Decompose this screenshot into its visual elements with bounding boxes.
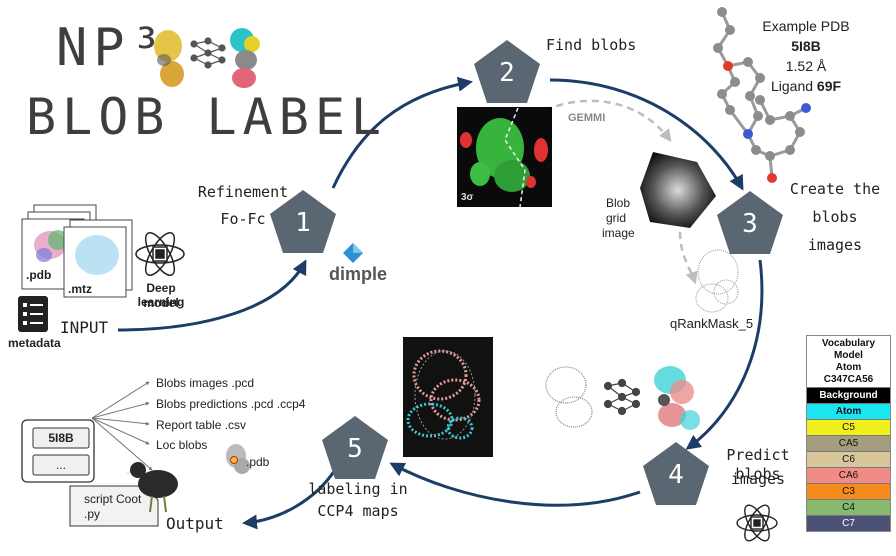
legend-header-line1: Vocabulary: [821, 338, 876, 349]
blob-grid-label-line1: Blob: [606, 196, 631, 210]
blob-grid-label-line2: grid: [606, 211, 627, 225]
loc-blob-image: [226, 444, 250, 474]
step3-pentagon: [717, 191, 783, 254]
step1-number: 1: [295, 208, 311, 238]
qrank-label: qRankMask_5: [670, 316, 754, 331]
example-ligand-prefix: Ligand: [770, 78, 814, 94]
input-pdb-label: .pdb: [26, 268, 52, 282]
legend-header: Vocabulary Model Atom C347CA56: [807, 336, 890, 387]
legend-header-line3: Atom: [835, 362, 862, 373]
legend-row-c3: C3: [807, 483, 890, 499]
legend-row-atom: Atom: [807, 403, 890, 419]
gemmi-label: GEMMI: [568, 112, 606, 124]
output-card-more: ...: [55, 458, 66, 472]
legend-row-ca5: CA5: [807, 435, 890, 451]
predict-model-icon: [736, 504, 778, 542]
input-documents: [21, 204, 133, 298]
deep-learning-model-icon: [135, 231, 185, 277]
blob-grid-image: [640, 152, 716, 228]
example-resolution: 1.52 Å: [785, 58, 827, 74]
step4-label-line1: Predict blobs: [726, 446, 790, 483]
legend-row-c6: C6: [807, 451, 890, 467]
input-mtz-label: .mtz: [68, 282, 92, 296]
arrow-step1-to-step2: [331, 76, 473, 189]
step3-label-line3: images: [807, 236, 863, 254]
step3-label-line1: Create the: [789, 180, 881, 198]
dashed-arrow-qrank: [678, 231, 698, 285]
vocabulary-legend: Vocabulary Model Atom C347CA56 Backgroun…: [806, 335, 891, 532]
step2-number: 2: [499, 58, 515, 88]
blob-grid-label-line3: image: [602, 226, 635, 240]
output-card-title: 5I8B: [48, 431, 74, 445]
legend-row-background: Background: [807, 387, 890, 403]
prediction-network-icon: [603, 378, 641, 416]
step3-label-line2: blobs: [812, 208, 858, 226]
output-item-predictions: Blobs predictions .pcd .ccp4: [156, 397, 306, 411]
step2-pentagon: [474, 40, 540, 103]
step1-pentagon: [270, 190, 336, 253]
app-title-line2: BLOB LABEL: [26, 88, 388, 146]
step1-label-line2: Fo-Fc: [220, 210, 266, 228]
example-ligand: Ligand 69F: [756, 78, 856, 94]
legend-row-c7: C7: [807, 515, 890, 531]
arrow-step2-to-step3: [549, 78, 744, 191]
step5-label-line2: CCP4 maps: [317, 502, 399, 520]
step5-number: 5: [347, 434, 363, 464]
step1-label-line1: Refinement: [197, 183, 289, 201]
script-file: [69, 485, 159, 527]
arrow-input-to-step1: [117, 259, 307, 332]
legend-row-c5: C5: [807, 419, 890, 435]
output-arrows: [91, 381, 153, 471]
example-ligand-id: 69F: [816, 78, 842, 94]
qrank-point-cloud: [695, 249, 739, 313]
step2-label: Find blobs: [546, 36, 637, 54]
deep-learning-label-line1: Deep learning: [137, 281, 185, 309]
script-label-line2: .py: [84, 507, 101, 521]
legend-header-line2: Model: [834, 350, 863, 361]
example-pdb-label: Example PDB: [762, 18, 850, 34]
title-blob-yellow: [154, 30, 184, 87]
prediction-output-cloud: [654, 366, 700, 430]
output-label: Output: [166, 514, 224, 533]
dashed-arrow-gemmi: [544, 99, 672, 142]
output-item-blobs-images: Blobs images .pcd: [156, 376, 255, 390]
step5-label-line1: labeling in: [308, 480, 408, 498]
example-pdb-id: 5I8B: [791, 38, 821, 54]
step5-pentagon: [322, 416, 388, 479]
arrow-step3-to-step4: [685, 259, 764, 450]
title-blob-colored: [230, 28, 260, 88]
step3-number: 3: [742, 209, 758, 239]
output-card: [21, 419, 95, 483]
legend-rows: Background Atom C5 CA5 C6 CA6 C3 C4 C7: [807, 387, 890, 531]
output-item-loc-blobs: Loc blobs: [156, 438, 208, 452]
metadata-label: metadata: [8, 336, 61, 350]
ligand-atoms: [713, 7, 811, 183]
output-item-report: Report table .csv: [156, 418, 247, 432]
step4-number: 4: [668, 460, 684, 490]
arrow-step5-to-output: [242, 469, 337, 530]
dimple-label: dimple: [329, 264, 388, 284]
legend-row-c4: C4: [807, 499, 890, 515]
output-loc-ext: .pdb: [246, 455, 270, 469]
step4-label-line2: images: [730, 470, 786, 488]
ccp4-map-image: [403, 337, 493, 457]
coot-bird-icon: [124, 462, 178, 513]
deep-learning-label-line2: model: [143, 296, 179, 310]
metadata-icon: [18, 296, 48, 332]
input-label: INPUT: [60, 318, 109, 337]
density-map-image: [457, 107, 552, 208]
dimple-logo-icon: [343, 243, 363, 263]
sigma-label: 3σ: [461, 192, 474, 203]
arrow-step4-to-step5: [389, 462, 641, 507]
script-label-line1: script Coot: [84, 492, 142, 506]
title-network-icon: [190, 37, 226, 69]
step4-pentagon: [643, 442, 709, 505]
app-title-line1: NP³: [56, 18, 168, 78]
legend-row-ca6: CA6: [807, 467, 890, 483]
prediction-input-cloud: [545, 366, 593, 428]
legend-header-line4: C347CA56: [823, 374, 874, 385]
